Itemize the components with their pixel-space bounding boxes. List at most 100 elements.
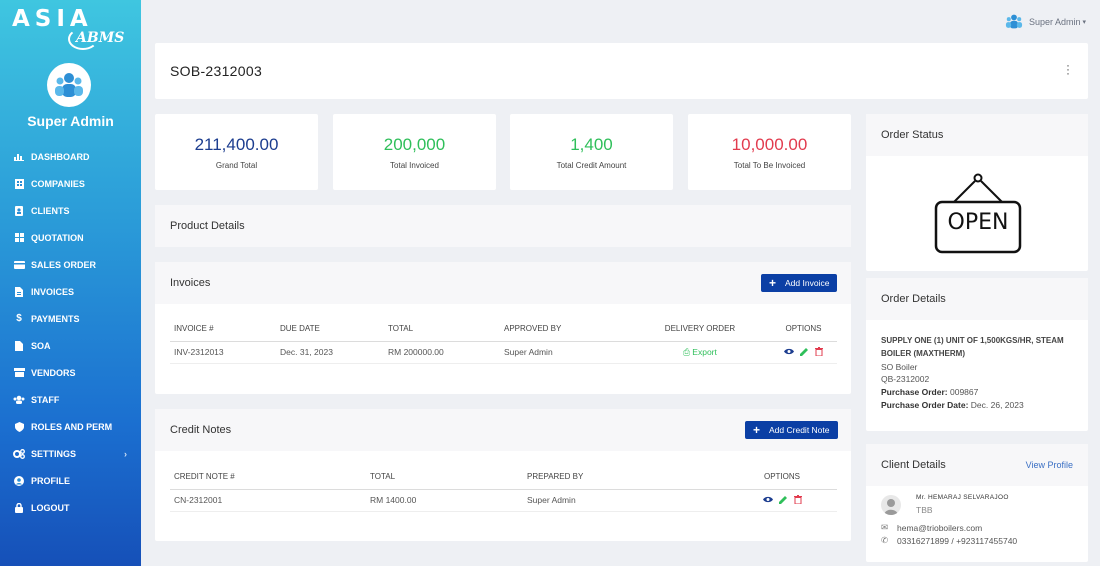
client-name: Mr. HEMARAJ SELVARAJOO <box>916 494 1009 501</box>
open-sign-icon: OPEN <box>934 172 1022 259</box>
sidebar-item-dashboard[interactable]: DASHBOARD <box>0 143 141 170</box>
sidebar-item-label: LOGOUT <box>31 502 70 513</box>
client-details-header: Client Details View Profile <box>866 444 1088 486</box>
sidebar-item-label: COMPANIES <box>31 178 85 189</box>
sidebar-item-companies[interactable]: COMPANIES <box>0 170 141 197</box>
sidebar-item-staff[interactable]: STAFF <box>0 386 141 413</box>
purchase-order-value: 009867 <box>950 387 979 398</box>
sidebar-item-invoices[interactable]: INVOICES <box>0 278 141 305</box>
address-book-icon <box>12 205 26 216</box>
stat-value: 10,000.00 <box>731 135 808 154</box>
topbar-user-menu[interactable]: Super Admin ▾ <box>1005 14 1086 29</box>
view-eye-icon[interactable] <box>784 348 794 355</box>
users-group-icon <box>1005 14 1023 29</box>
col-options: OPTIONS <box>766 317 837 342</box>
sidebar-item-vendors[interactable]: VENDORS <box>0 359 141 386</box>
sidebar-item-label: PAYMENTS <box>31 313 80 324</box>
avatar <box>47 63 91 107</box>
shield-icon <box>12 421 26 432</box>
export-label: Export <box>692 346 717 357</box>
invoice-number[interactable]: INV-2312013 <box>170 341 276 364</box>
caret-down-icon: ▾ <box>1082 18 1086 26</box>
sidebar-item-roles-and-perm[interactable]: ROLES AND PERM <box>0 413 141 440</box>
client-avatar <box>881 494 901 515</box>
sidebar-username: Super Admin <box>27 113 114 129</box>
stat-grand-total: 211,400.00 Grand Total <box>155 114 318 190</box>
invoices-card: Invoices + Add Invoice INVOICE # DUE DAT… <box>155 262 851 394</box>
person-silhouette-icon <box>884 498 898 515</box>
export-link[interactable]: ⎙ Export <box>683 347 717 357</box>
order-details-card: Order Details SUPPLY ONE (1) UNIT OF 1,5… <box>866 278 1088 431</box>
col-prepared-by: PREPARED BY <box>523 465 723 490</box>
sidebar-item-clients[interactable]: CLIENTS <box>0 197 141 224</box>
logo-swoosh <box>68 28 98 50</box>
sidebar-item-label: ROLES AND PERM <box>31 421 113 432</box>
table-header-row: CREDIT NOTE # TOTAL PREPARED BY OPTIONS <box>170 465 837 490</box>
plus-icon: + <box>753 423 761 437</box>
col-approved-by: APPROVED BY <box>500 317 630 342</box>
user-icon <box>12 475 26 486</box>
sidebar-item-label: VENDORS <box>31 367 76 378</box>
sidebar-item-payments[interactable]: $ PAYMENTS <box>0 305 141 332</box>
invoices-title: Invoices <box>155 262 851 304</box>
client-details-card: Client Details View Profile Mr. HEMARAJ … <box>866 444 1088 562</box>
edit-pencil-icon[interactable] <box>778 495 788 504</box>
delete-trash-icon[interactable] <box>815 347 823 356</box>
stat-label: Total Invoiced <box>390 161 439 170</box>
invoice-approved-by: Super Admin <box>500 341 630 364</box>
sidebar-item-sales-order[interactable]: SALES ORDER <box>0 251 141 278</box>
stat-total-credit-amount: 1,400 Total Credit Amount <box>510 114 673 190</box>
users-icon <box>12 395 26 404</box>
sidebar-item-profile[interactable]: PROFILE <box>0 467 141 494</box>
sidebar-item-label: PROFILE <box>31 475 71 486</box>
invoice-due-date: Dec. 31, 2023 <box>276 341 384 364</box>
card-icon <box>12 260 26 269</box>
edit-pencil-icon[interactable] <box>800 347 809 356</box>
order-details-title: Order Details <box>866 278 1088 320</box>
add-invoice-label: Add Invoice <box>785 278 830 288</box>
purchase-order-date-label: Purchase Order Date: <box>881 399 969 410</box>
sidebar-item-settings[interactable]: SETTINGS › <box>0 440 141 467</box>
delete-trash-icon[interactable] <box>793 495 802 504</box>
kebab-menu-icon[interactable]: · · · <box>1066 58 1070 80</box>
logo-abms-text: ABMS <box>76 30 125 46</box>
credit-note-total: RM 1400.00 <box>366 489 523 512</box>
stat-label: Grand Total <box>215 161 258 170</box>
sidebar-item-soa[interactable]: SOA <box>0 332 141 359</box>
sidebar-item-quotation[interactable]: QUOTATION <box>0 224 141 251</box>
chart-icon <box>12 152 26 161</box>
open-sign-text: OPEN <box>947 210 1009 235</box>
stat-value: 200,000 <box>383 135 446 154</box>
view-eye-icon[interactable] <box>762 496 773 503</box>
add-invoice-button[interactable]: + Add Invoice <box>761 274 838 292</box>
col-options: OPTIONS <box>723 465 837 490</box>
col-credit-note-number: CREDIT NOTE # <box>170 465 366 490</box>
view-profile-link[interactable]: View Profile <box>1025 460 1073 470</box>
invoice-total: RM 200000.00 <box>384 341 500 364</box>
table-row: INV-2312013 Dec. 31, 2023 RM 200000.00 S… <box>170 341 837 364</box>
sidebar-item-label: SETTINGS <box>31 448 77 459</box>
lock-icon <box>12 502 26 513</box>
col-invoice-number: INVOICE # <box>170 317 276 342</box>
client-identity: Mr. HEMARAJ SELVARAJOO TBB <box>881 494 1009 515</box>
credit-notes-card: Credit Notes + Add Credit Note CREDIT NO… <box>155 409 851 541</box>
grid-icon <box>12 233 26 242</box>
credit-note-prepared-by: Super Admin <box>523 489 723 512</box>
order-status-card: Order Status OPEN <box>866 114 1088 271</box>
brand-logo[interactable]: ASIA ABMS <box>12 6 130 54</box>
order-product: SO Boiler <box>881 361 918 372</box>
document-icon <box>12 340 26 351</box>
chevron-right-icon: › <box>124 448 127 459</box>
sidebar-nav: DASHBOARD COMPANIES CLIENTS QUOTATION SA… <box>0 143 141 521</box>
client-phone-row: ✆ 03316271899 / +923117455740 <box>881 535 1017 546</box>
invoices-table: INVOICE # DUE DATE TOTAL APPROVED BY DEL… <box>170 317 837 364</box>
col-due-date: DUE DATE <box>276 317 384 342</box>
file-icon <box>12 286 26 297</box>
dollar-icon: $ <box>16 313 22 324</box>
credit-note-number[interactable]: CN-2312001 <box>170 489 366 512</box>
sidebar-item-logout[interactable]: LOGOUT <box>0 494 141 521</box>
plus-icon: + <box>769 276 777 290</box>
client-email[interactable]: hema@trioboilers.com <box>897 522 983 533</box>
users-group-icon <box>55 73 83 97</box>
add-credit-note-button[interactable]: + Add Credit Note <box>745 421 838 439</box>
